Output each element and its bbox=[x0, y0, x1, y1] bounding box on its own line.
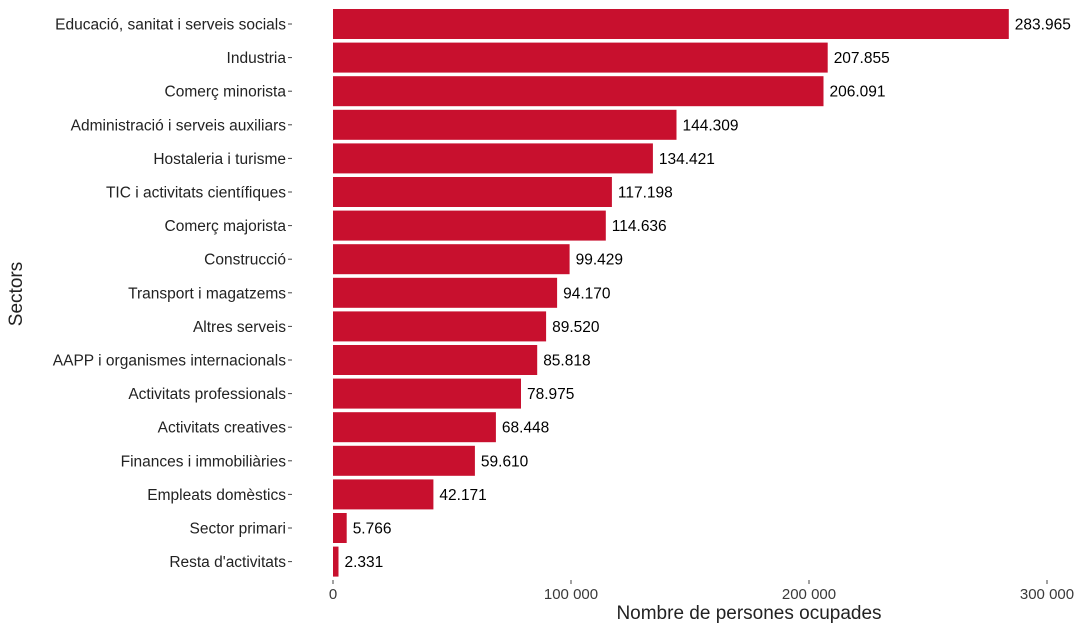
bar bbox=[333, 76, 824, 107]
value-label: 114.636 bbox=[612, 218, 667, 235]
y-axis-title: Sectors bbox=[6, 262, 27, 326]
category-label: Activitats professionals bbox=[128, 386, 286, 403]
category-label: Administració i serveis auxiliars bbox=[71, 117, 287, 134]
category-label: Industria bbox=[227, 50, 287, 67]
bars-group bbox=[333, 9, 1009, 577]
category-label: Empleats domèstics bbox=[147, 487, 286, 504]
x-tick-label: 200 000 bbox=[782, 586, 836, 603]
x-tick-label: 100 000 bbox=[544, 586, 598, 603]
bar bbox=[333, 378, 521, 409]
value-label: 144.309 bbox=[683, 117, 739, 134]
value-label: 5.766 bbox=[353, 521, 392, 538]
category-label: TIC i activitats científiques bbox=[106, 185, 286, 202]
bar bbox=[333, 9, 1009, 39]
x-axis-group: 0 100 000 200 000 300 000 bbox=[329, 580, 1074, 603]
bar bbox=[333, 210, 606, 241]
value-labels-group: 283.965 207.855 206.091 144.309 134.421 117.1… bbox=[345, 17, 1071, 572]
value-label: 59.610 bbox=[481, 453, 529, 470]
category-label: Construcció bbox=[204, 252, 286, 269]
x-tick-label: 300 000 bbox=[1020, 586, 1074, 603]
value-label: 206.091 bbox=[830, 84, 886, 101]
bar bbox=[333, 513, 347, 543]
value-label: 207.855 bbox=[834, 50, 890, 67]
bar bbox=[333, 546, 339, 577]
category-label: Resta d'activitats bbox=[169, 554, 286, 571]
category-label: Educació, sanitat i serveis socials bbox=[55, 17, 286, 34]
y-axis-ticks-group bbox=[288, 23, 292, 563]
bar bbox=[333, 244, 570, 275]
bar bbox=[333, 412, 496, 443]
category-label: Activitats creatives bbox=[158, 420, 287, 437]
category-labels-group: Educació, sanitat i serveis socials Indus… bbox=[53, 17, 287, 572]
value-label: 283.965 bbox=[1015, 17, 1071, 34]
bar bbox=[333, 143, 653, 174]
value-label: 2.331 bbox=[345, 554, 384, 571]
value-label: 42.171 bbox=[439, 487, 486, 504]
category-label: AAPP i organismes internacionals bbox=[53, 353, 286, 370]
bar bbox=[333, 109, 677, 140]
category-label: Hostaleria i turisme bbox=[153, 151, 286, 168]
category-label: Sector primari bbox=[190, 521, 286, 538]
value-label: 89.520 bbox=[552, 319, 600, 336]
x-tick-label: 0 bbox=[329, 586, 337, 603]
bar bbox=[333, 345, 538, 375]
bar bbox=[333, 311, 547, 342]
category-label: Comerç majorista bbox=[165, 218, 287, 235]
value-label: 117.198 bbox=[618, 185, 673, 202]
bar bbox=[333, 479, 434, 510]
bar bbox=[333, 277, 558, 308]
bar bbox=[333, 177, 612, 207]
value-label: 68.448 bbox=[502, 420, 549, 437]
x-axis-title: Nombre de persones ocupades bbox=[616, 603, 881, 624]
value-label: 99.429 bbox=[576, 252, 623, 269]
category-label: Comerç minorista bbox=[165, 84, 287, 101]
category-label: Transport i magatzems bbox=[128, 285, 286, 302]
category-label: Finances i immobiliàries bbox=[121, 453, 287, 470]
value-label: 134.421 bbox=[659, 151, 715, 168]
bar bbox=[333, 445, 475, 476]
value-label: 78.975 bbox=[527, 386, 574, 403]
value-label: 85.818 bbox=[543, 353, 590, 370]
bar bbox=[333, 42, 828, 73]
value-label: 94.170 bbox=[563, 285, 611, 302]
category-label: Altres serveis bbox=[193, 319, 286, 336]
